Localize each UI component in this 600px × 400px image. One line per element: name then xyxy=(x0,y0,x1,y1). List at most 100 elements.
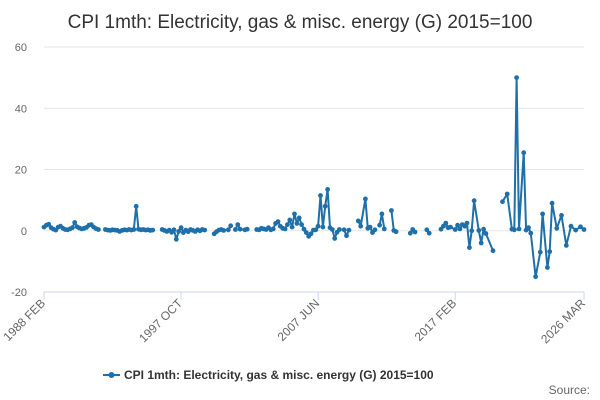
data-point xyxy=(559,213,564,218)
data-point xyxy=(455,222,460,228)
data-point xyxy=(70,225,75,231)
series-line xyxy=(501,76,585,278)
data-point xyxy=(379,211,385,217)
data-point xyxy=(285,222,290,228)
data-point xyxy=(318,193,323,198)
data-point xyxy=(292,211,297,217)
data-point xyxy=(476,228,482,233)
data-point xyxy=(464,220,470,226)
data-point xyxy=(363,196,368,202)
data-point xyxy=(299,222,304,228)
data-point xyxy=(308,231,314,237)
data-point xyxy=(173,236,179,242)
y-tick-label: 0 xyxy=(21,226,27,238)
legend[interactable]: CPI 1mth: Electricity, gas & misc. energ… xyxy=(103,368,434,382)
data-point xyxy=(389,208,394,213)
data-point xyxy=(46,221,52,227)
data-point xyxy=(171,227,177,233)
data-point xyxy=(549,200,555,206)
data-point xyxy=(344,233,349,239)
data-point xyxy=(301,226,307,232)
x-tick-label: 1988 FEB xyxy=(0,296,48,344)
data-point xyxy=(133,203,139,209)
data-point xyxy=(225,227,231,233)
data-point xyxy=(563,243,569,248)
y-tick-label: -20 xyxy=(11,287,27,299)
data-point xyxy=(581,227,587,232)
data-point xyxy=(367,224,373,230)
data-point xyxy=(381,226,387,232)
data-point xyxy=(176,229,182,234)
data-point xyxy=(478,240,484,246)
grid-lines xyxy=(44,46,584,293)
data-point xyxy=(490,248,496,254)
data-point xyxy=(355,218,361,224)
data-point xyxy=(526,225,531,231)
data-point xyxy=(443,220,449,226)
y-tick-label: 40 xyxy=(15,103,27,115)
data-point xyxy=(573,227,579,233)
data-point xyxy=(233,227,238,232)
data-point xyxy=(358,223,364,229)
data-point xyxy=(329,227,335,232)
data-point xyxy=(568,223,574,229)
data-point xyxy=(500,199,505,205)
data-point xyxy=(72,220,78,225)
data-point xyxy=(533,274,538,280)
data-point xyxy=(296,215,302,221)
data-point xyxy=(452,227,458,232)
data-point xyxy=(554,225,560,231)
data-point xyxy=(303,230,309,236)
data-point xyxy=(412,229,418,235)
data-point xyxy=(547,249,553,255)
data-point xyxy=(471,198,477,204)
data-point xyxy=(426,230,432,236)
x-axis: 1988 FEB 1997 OCT 2007 JUN 2017 FEB 2026 MAR xyxy=(0,291,588,346)
x-tick-label: 2017 FEB xyxy=(412,296,460,344)
data-point xyxy=(315,223,321,229)
data-point xyxy=(96,227,101,232)
data-point xyxy=(332,236,338,241)
data-point xyxy=(287,217,293,223)
data-point xyxy=(481,226,486,232)
data-point xyxy=(282,226,288,232)
data-point xyxy=(528,230,534,236)
data-point xyxy=(289,224,295,230)
data-point xyxy=(516,226,522,232)
data-point xyxy=(221,228,227,233)
data-point xyxy=(244,226,250,232)
data-point xyxy=(235,222,241,228)
data-point xyxy=(372,227,378,233)
data-point xyxy=(578,224,583,230)
data-point xyxy=(467,245,472,251)
credit: Source: xyxy=(549,383,590,397)
data-point xyxy=(325,187,330,192)
data-point xyxy=(270,226,276,232)
data-point xyxy=(322,203,328,209)
data-point xyxy=(294,221,300,226)
data-point xyxy=(377,222,382,228)
data-point xyxy=(407,230,413,236)
plot-area xyxy=(41,75,587,280)
legend-label: CPI 1mth: Electricity, gas & misc. energ… xyxy=(124,368,434,382)
data-point xyxy=(521,150,527,156)
x-tick-label: 2007 JUN xyxy=(275,296,323,344)
chart-title: CPI 1mth: Electricity, gas & misc. energ… xyxy=(68,12,533,33)
data-point xyxy=(511,227,517,233)
y-axis-ticks: 60 40 20 0 -20 xyxy=(11,42,27,299)
data-point xyxy=(514,75,519,80)
data-point xyxy=(337,227,342,232)
data-point xyxy=(131,227,137,232)
data-point xyxy=(424,227,430,233)
legend-marker xyxy=(108,372,115,378)
data-point xyxy=(237,226,243,232)
data-point xyxy=(275,219,281,225)
data-point xyxy=(178,225,184,231)
data-point xyxy=(537,249,543,255)
y-tick-label: 20 xyxy=(15,165,27,177)
data-point xyxy=(457,226,463,232)
y-tick-label: 60 xyxy=(15,42,27,54)
data-point xyxy=(150,227,156,233)
data-point xyxy=(346,227,352,233)
